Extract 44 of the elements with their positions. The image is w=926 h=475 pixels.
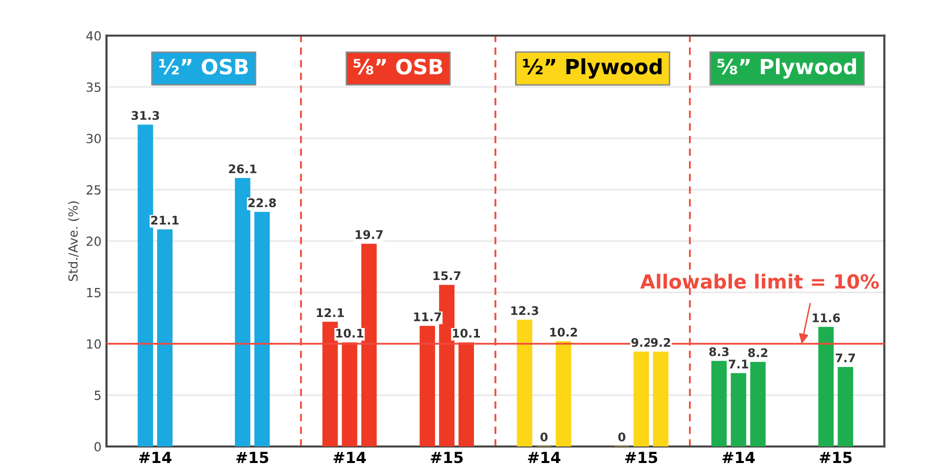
x-tick-label: #14 [139,452,172,463]
y-tick-label: 5 [94,390,101,400]
y-tick-label: 35 [86,82,101,92]
data-label: 11.7 [414,312,441,322]
data-label: 8.3 [709,347,729,356]
data-label: 31.3 [132,110,160,120]
x-tick-label: #15 [820,452,852,464]
data-label: 22.8 [248,198,276,208]
x-tick-label: #15 [430,452,463,464]
data-label: 12.1 [316,308,344,317]
data-label: 19.7 [356,230,383,240]
y-tick-label: 0 [94,442,101,452]
data-label: 26.1 [228,164,256,174]
y-tick-label: 25 [86,185,101,195]
annotation: ⅝” OSB [354,58,442,75]
data-label: 9.2 [631,338,651,347]
ref-line-label: Allowable limit = 10% [640,274,879,289]
annotation: ⅝” Plywood [717,58,856,79]
y-tick-label: 20 [86,236,101,246]
data-label: 0 [618,432,626,442]
y-axis-title: Std./Ave. (%) [68,201,80,281]
x-tick-label: #14 [334,452,366,463]
y-tick-label: 15 [87,288,101,298]
data-label: 9.2 [650,338,670,347]
data-label: 10.1 [336,328,364,338]
x-tick-label: #15 [236,452,268,464]
data-label: 7.1 [728,360,748,368]
x-tick-label: #14 [528,452,560,463]
data-label: 10.2 [550,328,578,337]
y-tick-label: 40 [86,31,101,41]
y-tick-label: 30 [86,134,101,144]
data-label: 10.1 [453,328,480,338]
x-tick-label: #14 [722,452,755,463]
x-tick-label: #15 [625,452,658,464]
data-label: 8.2 [748,348,768,358]
data-label: 15.7 [434,271,460,280]
data-label: 12.3 [511,306,538,316]
annotation: ½” Plywood [523,58,662,79]
data-label: 11.6 [812,313,840,322]
data-label: 0 [540,432,548,442]
y-tick-label: 10 [87,339,101,349]
data-label: 21.1 [151,216,179,225]
annotation: ½” OSB [159,58,248,75]
data-label: 7.7 [836,354,855,362]
